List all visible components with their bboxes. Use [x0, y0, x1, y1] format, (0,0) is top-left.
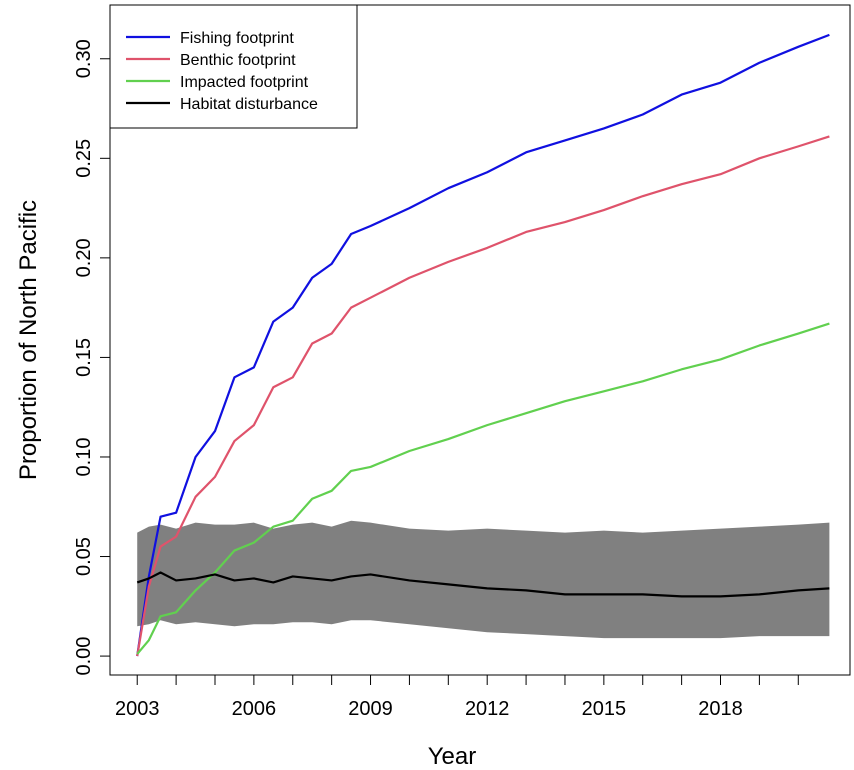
- legend-label: Impacted footprint: [180, 74, 309, 91]
- legend-label: Habitat disturbance: [180, 96, 318, 113]
- x-axis-label: Year: [428, 743, 477, 770]
- legend-label: Benthic footprint: [180, 52, 296, 69]
- series-line: [136, 135, 830, 657]
- y-tick-label: 0.30: [73, 39, 95, 78]
- plot-frame: [109, 4, 851, 676]
- y-tick-label: 0.05: [73, 537, 95, 576]
- y-axis-label: Proportion of North Pacific: [15, 200, 42, 480]
- series-line: [136, 33, 830, 657]
- legend-label: Fishing footprint: [180, 30, 294, 47]
- x-tick-label: 2006: [232, 698, 277, 720]
- x-tick-label: 2003: [115, 698, 160, 720]
- x-tick-label: 2015: [582, 698, 627, 720]
- series-line: [136, 322, 830, 655]
- x-tick-label: 2012: [465, 698, 510, 720]
- y-tick-label: 0.00: [73, 637, 95, 676]
- y-tick-label: 0.20: [73, 238, 95, 277]
- y-tick-label: 0.25: [73, 139, 95, 178]
- x-tick-label: 2018: [698, 698, 743, 720]
- y-tick-label: 0.15: [73, 338, 95, 377]
- y-tick-label: 0.10: [73, 438, 95, 477]
- uncertainty-band: [137, 520, 830, 639]
- legend-box: [109, 4, 358, 129]
- x-tick-label: 2009: [348, 698, 393, 720]
- series-line: [136, 571, 830, 598]
